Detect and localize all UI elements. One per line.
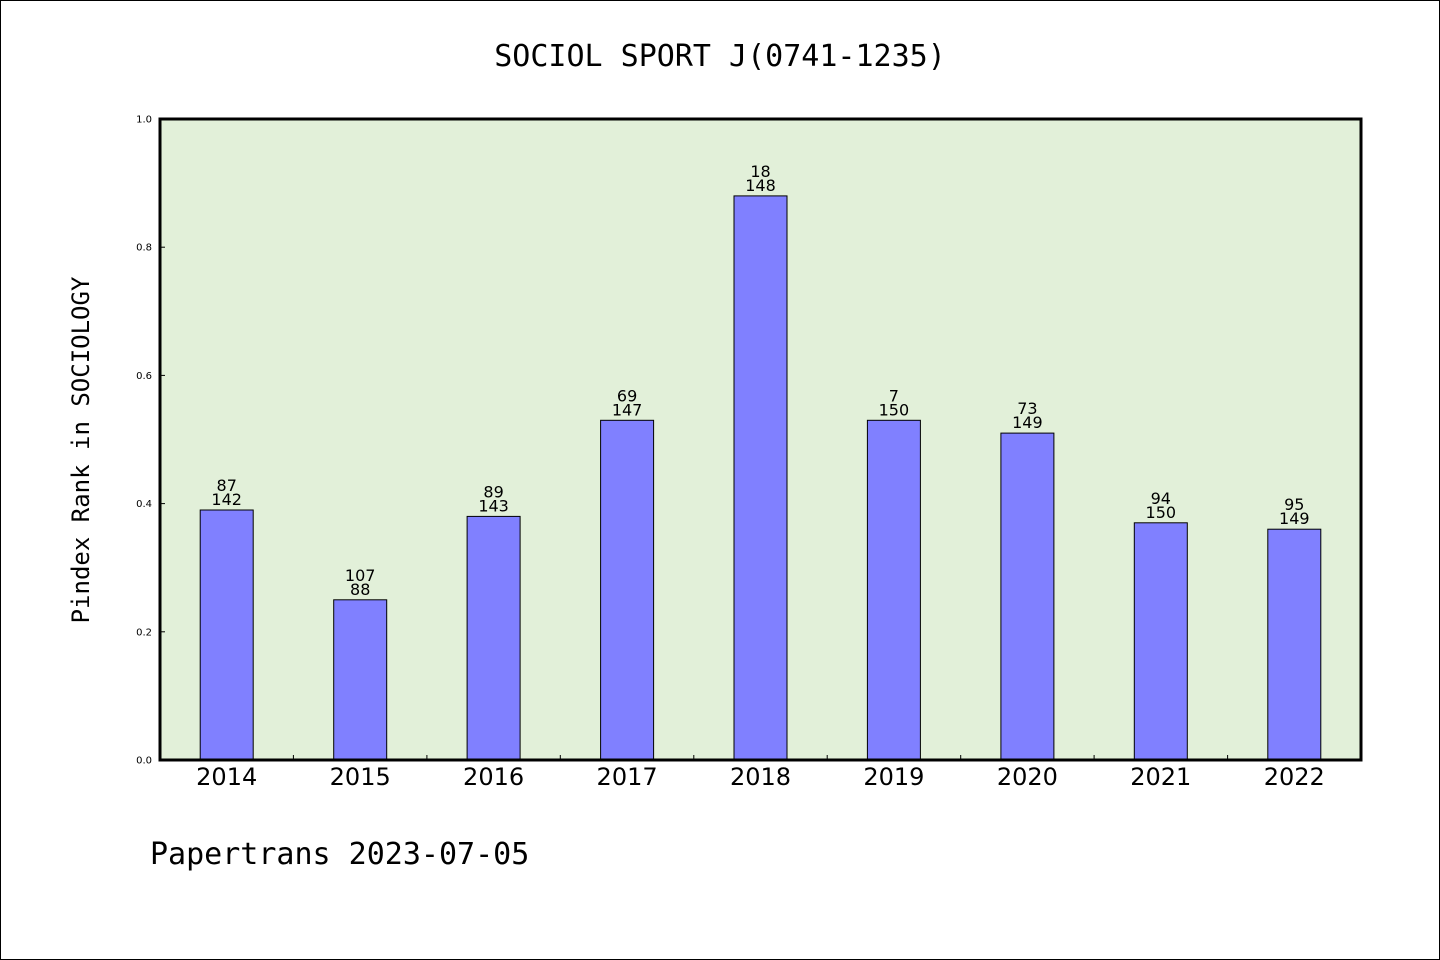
x-tick-label-2015: 2015 [330, 763, 391, 791]
data-label-bottom-2016: 143 [478, 496, 509, 515]
data-label-top-2020: 73 [1017, 399, 1037, 418]
data-label-bottom-2019: 150 [879, 400, 910, 419]
y-axis-label: Pindex Rank in SOCIOLOGY [67, 276, 95, 623]
y-tick-label-0.6: 0.6 [136, 371, 152, 382]
x-tick-label-2014: 2014 [196, 763, 257, 791]
chart-title: SOCIOL SPORT J(0741-1235) [494, 39, 946, 74]
data-label-top-2021: 94 [1151, 489, 1171, 508]
x-axis: 2014 2015 2016 2017 2018 2019 2020 2021 2022 [196, 755, 1325, 791]
bar-2014 [199, 509, 254, 761]
bar-2015 [333, 599, 388, 761]
x-tick-label-2017: 2017 [597, 763, 658, 791]
data-label-top-2018: 18 [750, 162, 770, 181]
x-tick-label-2022: 2022 [1264, 763, 1325, 791]
x-tick-label-2016: 2016 [463, 763, 524, 791]
data-label-bottom-2021: 150 [1146, 503, 1177, 522]
bar-2017 [600, 419, 655, 761]
y-tick-label-0.4: 0.4 [136, 499, 152, 510]
y-tick-label-1.0: 1.0 [136, 115, 152, 126]
bar-2021 [1133, 522, 1188, 761]
data-label-top-2015: 107 [345, 566, 376, 585]
bar-2016 [466, 515, 521, 761]
bar-2022 [1267, 528, 1322, 761]
y-tick-label-0.0: 0.0 [136, 756, 152, 767]
data-label-top-2016: 89 [483, 482, 503, 501]
data-label-bottom-2022: 149 [1279, 509, 1310, 528]
data-label-bottom-2015: 88 [350, 580, 370, 599]
data-label-bottom-2020: 149 [1012, 413, 1043, 432]
y-tick-label-0.2: 0.2 [136, 627, 152, 638]
bar-2019 [866, 419, 921, 761]
y-tick-label-0.8: 0.8 [136, 243, 152, 254]
data-label-bottom-2014: 142 [211, 490, 242, 509]
x-tick-label-2018: 2018 [730, 763, 791, 791]
data-label-top-2019: 7 [889, 386, 899, 405]
plot-border [158, 117, 1363, 762]
footer-credit: Papertrans 2023-07-05 [150, 837, 529, 872]
x-tick-label-2020: 2020 [997, 763, 1058, 791]
data-label-top-2014: 87 [217, 476, 237, 495]
x-tick-label-2019: 2019 [863, 763, 924, 791]
x-tick-label-2021: 2021 [1130, 763, 1191, 791]
bar-2018 [733, 195, 788, 761]
data-label-bottom-2018: 148 [745, 176, 776, 195]
bar-series [199, 195, 1322, 761]
data-label-top-2017: 69 [617, 386, 637, 405]
bar-2020 [1000, 432, 1055, 761]
data-label-top-2022: 95 [1284, 495, 1304, 514]
data-label-bottom-2017: 147 [612, 400, 643, 419]
